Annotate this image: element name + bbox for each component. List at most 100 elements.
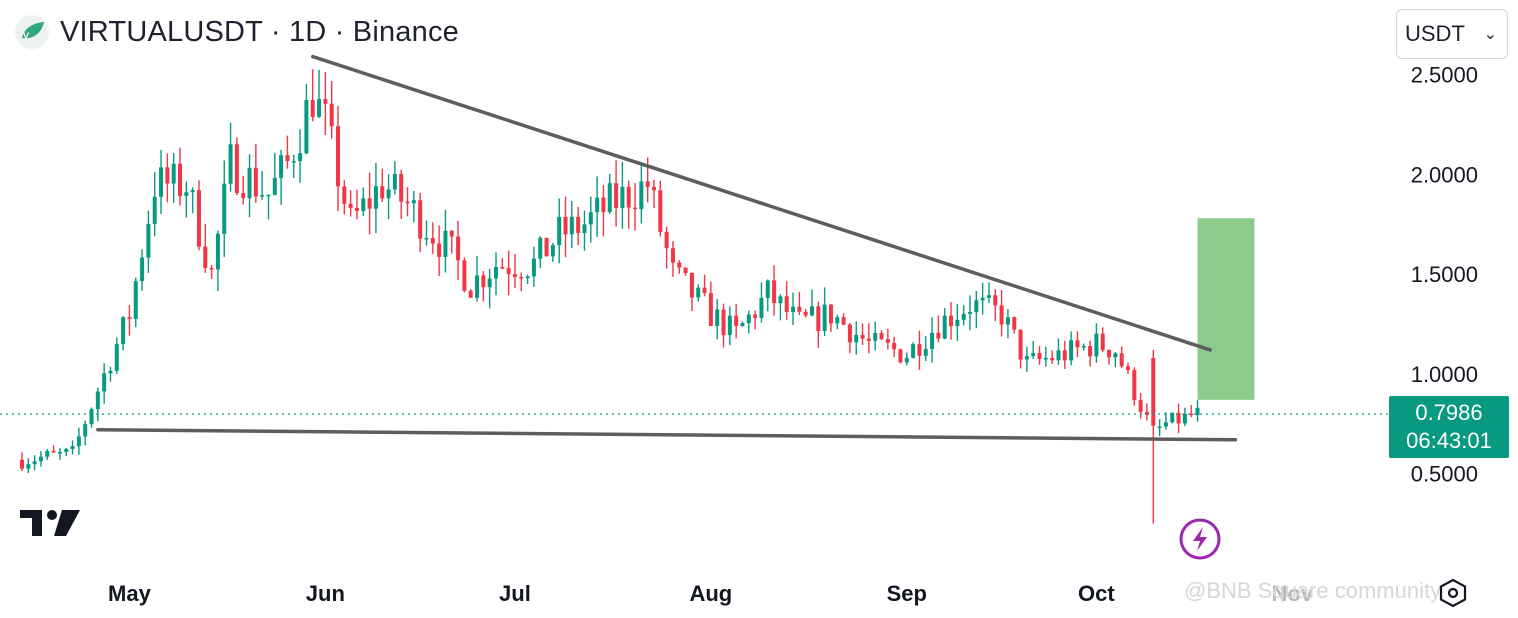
candle-body <box>1113 353 1118 358</box>
candle-body <box>266 194 271 197</box>
candle-body <box>392 173 397 190</box>
candle-body <box>329 103 334 127</box>
x-tick-label: Sep <box>887 581 927 606</box>
tradingview-logo-icon[interactable] <box>18 506 82 538</box>
candle-body <box>1043 357 1048 360</box>
upper-trendline[interactable] <box>310 54 1212 352</box>
page-title: VIRTUALUSDT · 1D · Binance <box>60 15 459 48</box>
candle-body <box>942 315 947 339</box>
x-tick-label: Jun <box>306 581 345 606</box>
candle-body <box>20 459 24 469</box>
candle-body <box>797 306 802 312</box>
candle-body <box>961 313 966 320</box>
candle-body <box>140 257 145 282</box>
candle-body <box>1005 317 1010 325</box>
y-tick-label: 1.5000 <box>1411 262 1478 287</box>
candle-body <box>734 315 739 327</box>
candle-body <box>121 317 126 345</box>
candle-body <box>740 323 745 327</box>
candle-body <box>114 344 119 371</box>
candle-body <box>184 192 189 196</box>
candle-body <box>475 275 480 298</box>
candle-body <box>234 144 239 194</box>
candle-body <box>1056 350 1061 361</box>
candle-body <box>721 309 726 336</box>
candle-body <box>1081 346 1086 348</box>
candle-body <box>930 332 935 349</box>
candle-body <box>512 274 517 278</box>
candle-body <box>715 309 720 326</box>
candle-body <box>1050 357 1055 361</box>
candle-body <box>146 223 151 258</box>
candle-body <box>810 306 814 316</box>
candle-body <box>373 186 378 209</box>
candle-body <box>772 280 777 304</box>
candle-body <box>1157 426 1162 429</box>
lower-trendline[interactable] <box>96 428 1238 442</box>
candle-body <box>437 243 442 257</box>
candle-body <box>980 297 985 301</box>
candle-body <box>1075 340 1080 348</box>
currency-select[interactable]: USDT ⌄ <box>1396 9 1508 59</box>
candle-body <box>190 190 195 193</box>
candle-body <box>1189 413 1194 416</box>
candle-body <box>911 344 916 358</box>
chart-header: V VIRTUALUSDT · 1D · Binance <box>14 14 459 50</box>
candle-body <box>614 183 619 208</box>
candle-body <box>708 293 713 326</box>
candle-body <box>253 167 258 197</box>
candle-body <box>64 448 69 452</box>
settings-hexagon-icon[interactable] <box>1438 578 1468 608</box>
candle-body <box>652 186 656 191</box>
candle-body <box>310 100 315 117</box>
candle-body <box>898 349 903 363</box>
candle-body <box>765 280 770 298</box>
candle-body <box>418 200 423 239</box>
candle-body <box>727 315 732 336</box>
candle-body <box>76 436 81 447</box>
candle-body <box>481 275 486 288</box>
candle-body <box>569 216 574 235</box>
candle-body <box>380 186 385 199</box>
candle-body <box>702 287 707 294</box>
x-tick-label: Nov <box>1272 581 1314 606</box>
candle-body <box>550 245 555 257</box>
candle-body <box>354 207 359 212</box>
target-zone[interactable] <box>1197 218 1255 400</box>
candle-body <box>468 290 473 298</box>
candle-body <box>430 238 435 244</box>
candle-body <box>1163 422 1168 427</box>
candle-body <box>1132 369 1137 401</box>
candle-body <box>531 258 536 277</box>
candle-body <box>828 304 833 324</box>
candle-body <box>974 300 979 313</box>
axes: 2.5000 2.0000 1.5000 1.0000 0.5000 May Jun Jul A… <box>108 63 1478 607</box>
candle-body <box>1195 407 1200 416</box>
candle-body <box>247 167 252 199</box>
candle-body <box>822 304 827 331</box>
candle-body <box>626 186 631 208</box>
candle-body <box>108 370 113 374</box>
x-tick-label: May <box>108 581 152 606</box>
candle-body <box>298 153 303 162</box>
candle-body <box>620 186 625 208</box>
svg-text:V: V <box>23 31 29 41</box>
candle-body <box>986 295 991 298</box>
candle-body <box>968 312 972 314</box>
candle-body <box>595 197 600 213</box>
candle-body <box>803 311 808 316</box>
candle-body <box>949 315 954 327</box>
candle-body <box>152 196 157 224</box>
candle-body <box>1176 412 1181 424</box>
candle-body <box>424 238 429 240</box>
candle-body <box>171 163 176 184</box>
candle-body <box>209 267 214 270</box>
candle-body <box>746 314 751 324</box>
candle-body <box>304 100 309 154</box>
lightning-bolt-icon[interactable] <box>1179 518 1221 560</box>
candle-body <box>1138 400 1143 412</box>
candle-body <box>323 98 328 104</box>
last-price-label: 0.7986 06:43:01 <box>1389 396 1509 458</box>
candle-body <box>1024 356 1029 360</box>
